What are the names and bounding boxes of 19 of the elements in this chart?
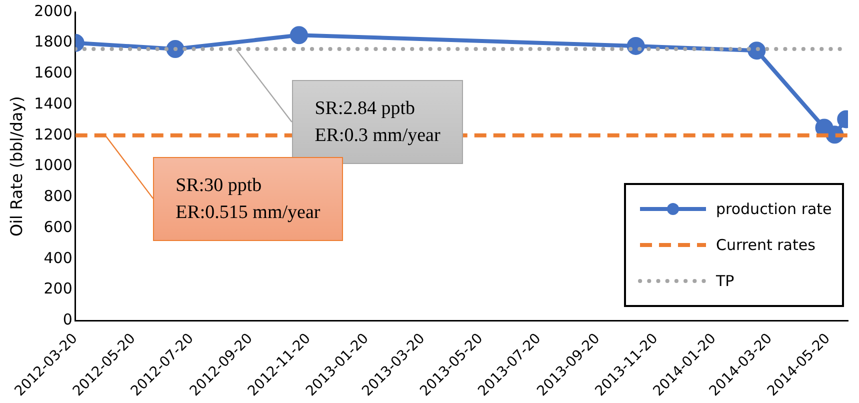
annotation: SR:2.84 pptb ER:0.3 mm/year	[292, 80, 464, 164]
annotation: SR:30 pptb ER:0.515 mm/year	[152, 157, 344, 242]
point	[166, 40, 184, 58]
y-tick-label: 1600	[34, 64, 72, 82]
point	[290, 26, 308, 44]
y-axis-title: Oil Rate (bbl/day)	[6, 96, 26, 236]
y-tick-label: 800	[44, 187, 72, 206]
y-tick-label: 1800	[34, 32, 72, 51]
y-tick-label: 200	[44, 280, 72, 298]
y-tick-label: 600	[44, 218, 72, 236]
y-tick-label: 1200	[34, 125, 72, 144]
y-tick-label: 0	[62, 310, 72, 328]
legend-label: production rate	[716, 200, 832, 218]
y-tick-label: 1000	[34, 156, 72, 174]
legend-label: TP	[716, 272, 734, 290]
legend-label: Current rates	[716, 236, 816, 254]
y-tick-label: 400	[44, 248, 72, 267]
y-tick-label: 1400	[34, 94, 72, 112]
y-tick-label: 2000	[34, 2, 72, 20]
